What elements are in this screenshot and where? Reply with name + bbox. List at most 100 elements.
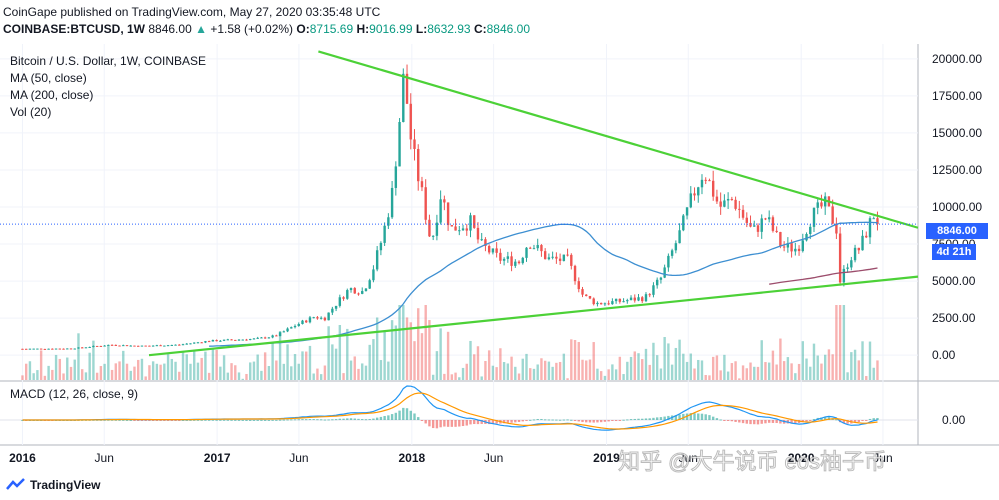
candle-body [200,342,203,344]
candle-body [36,348,39,350]
volume-bar [383,330,386,380]
volume-bar [711,356,715,380]
macd-histogram-bar [230,419,233,421]
ma200-line [769,267,878,285]
volume-bar [439,328,442,380]
macd-histogram-bar [286,419,289,421]
volume-bar [118,361,121,380]
candle-body [88,346,91,348]
candle-body [278,332,282,337]
candle-body [465,228,468,231]
candle-body [599,302,603,305]
candle-body [655,279,659,286]
legend-macd[interactable]: MACD (12, 26, close, 9) [10,387,139,401]
macd-histogram-bar [125,419,129,421]
candle-body [114,344,118,346]
candle-body [644,294,648,302]
macd-histogram-bar [719,419,722,421]
macd-histogram-bar [338,418,342,420]
candle-body [443,199,446,203]
candle-body [767,217,771,220]
candle-body [346,290,349,299]
candle-body [596,302,599,305]
legend-volume[interactable]: Vol (20) [10,105,52,119]
ma50-line [209,221,878,347]
volume-bar [237,372,241,380]
volume-bar [551,366,554,380]
volume-bar [387,361,390,380]
candle-body [166,345,170,347]
macd-histogram-bar [443,420,446,427]
candle-body [708,180,711,182]
candle-body [502,258,506,261]
volume-bar [547,361,551,380]
candle-body [140,345,144,347]
candle-body [267,337,271,339]
candle-body [297,324,300,326]
macd-histogram-bar [215,419,218,421]
volume-bar [573,340,577,380]
macd-histogram-bar [185,419,188,421]
macd-histogram-bar [487,420,491,425]
volume-bar [648,364,651,380]
macd-histogram-bar [458,420,461,427]
candle-body [99,345,103,347]
volume-bar [43,375,47,380]
tradingview-logo[interactable]: TradingView [6,478,100,492]
candle-body [305,320,308,323]
macd-histogram-bar [454,420,457,427]
macd-histogram-bar [655,417,659,420]
macd-histogram-bar [226,419,230,421]
macd-histogram-bar [379,416,383,420]
macd-histogram-bar [764,420,767,424]
macd-histogram-bar [644,418,648,420]
volume-bar [663,337,666,380]
volume-bar [469,340,472,380]
macd-histogram-bar [465,420,468,426]
watermark: 知乎 @大牛说币 eos柚子币 [617,449,887,475]
macd-histogram-bar [439,420,442,428]
volume-bar [346,328,349,380]
macd-histogram-bar [159,420,162,421]
macd-histogram-bar [342,418,345,420]
volume-bar [99,366,103,380]
candle-body [872,218,875,220]
volume-bar [850,352,853,380]
volume-bar [84,372,88,380]
macd-histogram-bar [469,420,472,425]
macd-histogram-bar [151,420,155,421]
candle-body [237,339,241,341]
volume-bar [327,326,330,380]
volume-bar [334,348,338,380]
candle-body [547,257,551,260]
volume-bar [163,363,166,380]
volume-bar [555,362,558,380]
macd-histogram-bar [611,420,614,421]
legend-ma50[interactable]: MA (50, close) [10,71,87,85]
legend-ma200[interactable]: MA (200, close) [10,88,94,102]
volume-bar [670,364,674,380]
volume-bar [166,354,170,380]
candle-body [155,345,159,347]
volume-bar [473,354,476,380]
volume-bar [200,357,203,380]
macd-histogram-bar [525,420,528,421]
volume-bar [592,342,595,380]
candle-body [431,235,435,237]
volume-bar [506,363,510,380]
macd-histogram-bar [622,419,625,421]
macd-histogram-bar [166,420,170,421]
volume-bar [629,356,633,380]
candle-body [390,187,394,218]
chart-title[interactable]: Bitcoin / U.S. Dollar, 1W, COINBASE [10,54,207,68]
volume-bar [868,341,872,380]
candle-body [726,198,730,201]
candle-body [794,248,797,252]
x-tick-label: Jun [95,451,114,465]
candle-body [107,344,110,346]
macd-histogram-bar [390,414,394,420]
candle-body [293,325,297,328]
candle-body [652,285,655,295]
macd-line [22,385,878,431]
